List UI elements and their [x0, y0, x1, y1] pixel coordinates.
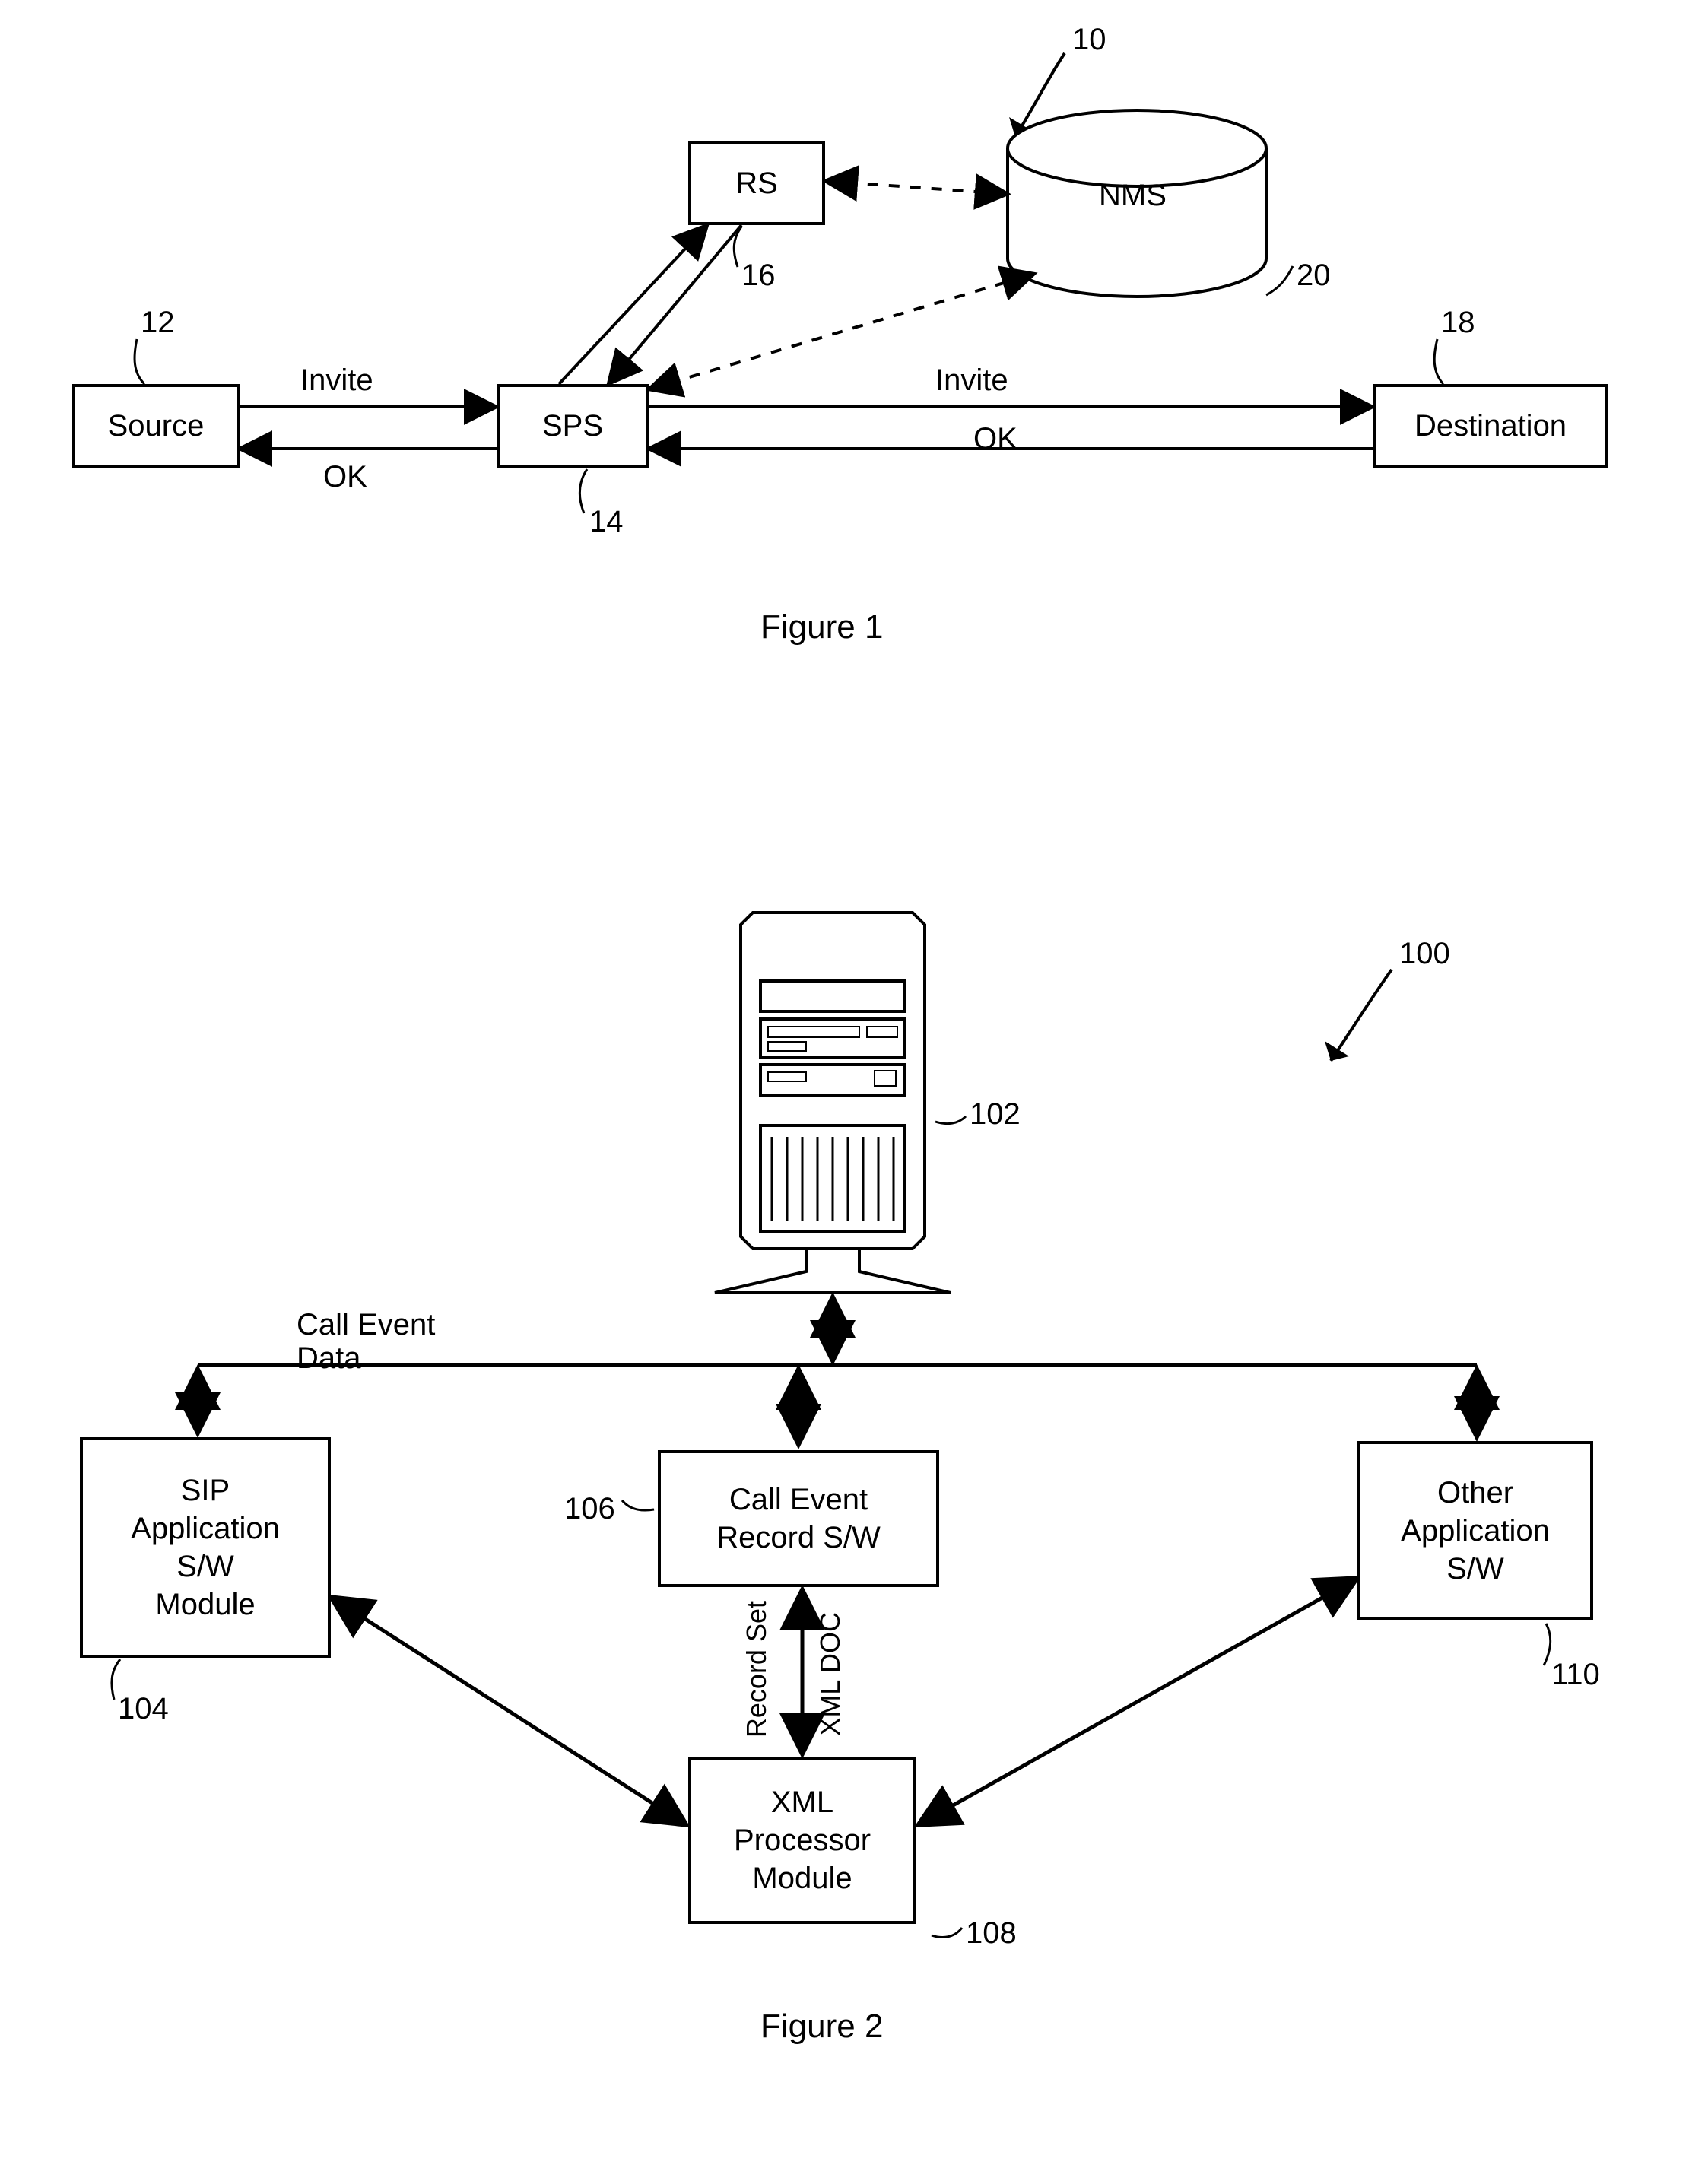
ref-106: 106 — [564, 1492, 615, 1525]
source-label: Source — [108, 407, 205, 445]
cer-label: Call Event Record S/W — [716, 1481, 881, 1557]
ref-110: 110 — [1551, 1658, 1600, 1691]
ref-102: 102 — [970, 1097, 1021, 1131]
source-box: Source — [72, 384, 240, 468]
ref-104: 104 — [118, 1692, 169, 1725]
server-icon — [715, 913, 951, 1293]
ref-16: 16 — [741, 259, 776, 292]
ok-label-1: OK — [323, 460, 367, 494]
sps-box: SPS — [497, 384, 649, 468]
ref-20: 20 — [1297, 259, 1331, 292]
ref-14: 14 — [589, 505, 624, 538]
rs-box: RS — [688, 141, 825, 225]
xml-box: XML Processor Module — [688, 1757, 916, 1924]
ref-10: 10 — [1072, 23, 1106, 56]
other-box: Other Application S/W — [1357, 1441, 1593, 1620]
ok-label-2: OK — [973, 422, 1017, 456]
sip-label: SIP Application S/W Module — [131, 1471, 280, 1624]
other-label: Other Application S/W — [1401, 1474, 1550, 1588]
bus-label: Call Event Data — [297, 1308, 435, 1375]
sps-label: SPS — [542, 407, 603, 445]
ref-18: 18 — [1441, 306, 1475, 339]
xml-doc-label: XML DOC — [815, 1612, 846, 1736]
invite-label-2: Invite — [935, 363, 1008, 397]
destination-box: Destination — [1373, 384, 1608, 468]
ref-108: 108 — [966, 1916, 1017, 1950]
ref-12: 12 — [141, 306, 175, 339]
cer-box: Call Event Record S/W — [658, 1450, 939, 1587]
figure2-caption: Figure 2 — [760, 2008, 883, 2046]
page: Source SPS RS Destination NMS Invite OK … — [0, 0, 1708, 2165]
ref-100: 100 — [1399, 937, 1450, 970]
sip-box: SIP Application S/W Module — [80, 1437, 331, 1658]
record-set-label: Record Set — [741, 1601, 772, 1738]
xml-label: XML Processor Module — [734, 1783, 871, 1897]
figure1-caption: Figure 1 — [760, 608, 883, 646]
destination-label: Destination — [1414, 407, 1567, 445]
rs-label: RS — [735, 164, 778, 202]
invite-label-1: Invite — [300, 363, 373, 397]
nms-label: NMS — [1099, 179, 1167, 212]
